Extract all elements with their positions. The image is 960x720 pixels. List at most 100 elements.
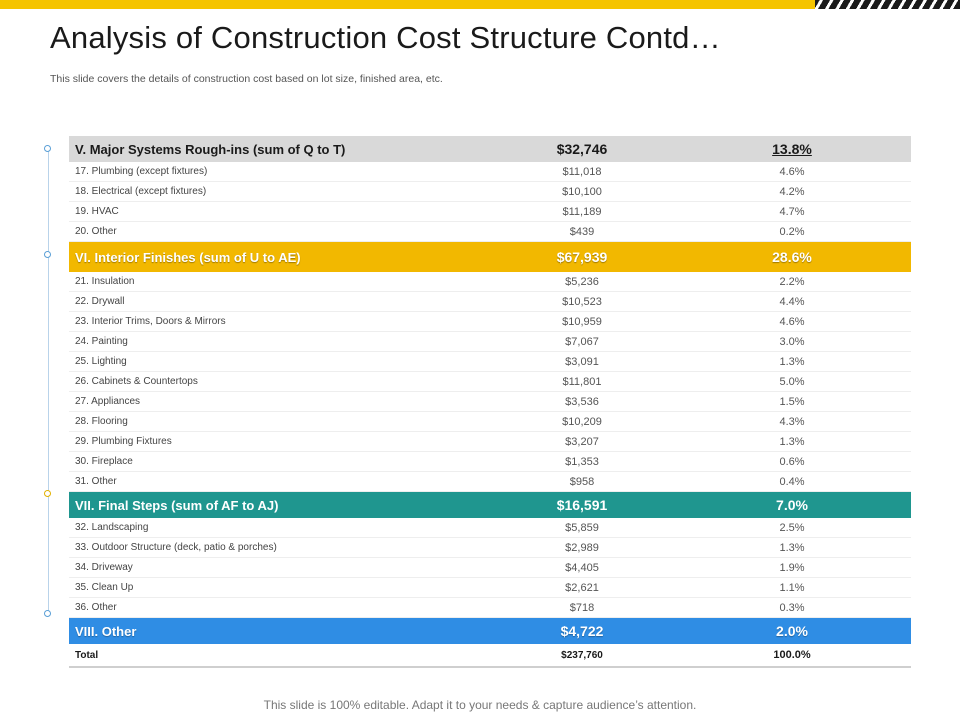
row-cost: $11,018 — [491, 162, 673, 182]
table-row: 29. Plumbing Fixtures $3,207 1.3% — [69, 431, 911, 452]
row-cost: $718 — [491, 597, 673, 618]
row-percentage: 1.3% — [673, 537, 911, 558]
table-row: 32. Landscaping $5,859 2.5% — [69, 518, 911, 538]
row-label: 33. Outdoor Structure (deck, patio & por… — [69, 537, 491, 558]
section-header-row: VIII. Other $4,722 2.0% — [69, 617, 911, 644]
row-percentage: 0.6% — [673, 451, 911, 472]
timeline-dot-icon — [44, 145, 51, 152]
row-percentage: 1.5% — [673, 391, 911, 412]
row-cost: $11,189 — [491, 201, 673, 222]
slide-title: Analysis of Construction Cost Structure … — [50, 20, 721, 55]
row-cost: $67,939 — [491, 241, 673, 272]
row-percentage: 1.1% — [673, 577, 911, 598]
row-percentage-text: 13.8% — [772, 141, 812, 157]
table-row: 28. Flooring $10,209 4.3% — [69, 411, 911, 432]
row-percentage: 4.4% — [673, 291, 911, 312]
row-cost: $5,859 — [491, 518, 673, 538]
table-row: 18. Electrical (except fixtures) $10,100 4… — [69, 181, 911, 202]
top-accent-bar — [0, 0, 960, 9]
row-percentage: 5.0% — [673, 371, 911, 392]
row-label: 24. Painting — [69, 331, 491, 352]
row-percentage: 0.3% — [673, 597, 911, 618]
table-row: 30. Fireplace $1,353 0.6% — [69, 451, 911, 472]
row-cost: $16,591 — [491, 491, 673, 518]
row-label: 35. Clean Up — [69, 577, 491, 598]
row-percentage: 4.6% — [673, 162, 911, 182]
row-cost: $3,536 — [491, 391, 673, 412]
row-cost: $439 — [491, 221, 673, 242]
section-header-row: V. Major Systems Rough-ins (sum of Q to … — [69, 136, 911, 162]
row-percentage: 13.8% — [673, 136, 911, 162]
footer-note: This slide is 100% editable. Adapt it to… — [263, 698, 697, 712]
table-row: 33. Outdoor Structure (deck, patio & por… — [69, 537, 911, 558]
row-percentage: 4.2% — [673, 181, 911, 202]
hazard-stripe-decoration — [815, 0, 960, 9]
row-cost: $3,091 — [491, 351, 673, 372]
row-label: Total — [69, 644, 491, 668]
row-label: 27. Appliances — [69, 391, 491, 412]
row-percentage: 0.4% — [673, 471, 911, 492]
row-label: 23. Interior Trims, Doors & Mirrors — [69, 311, 491, 332]
row-percentage: 100.0% — [673, 644, 911, 668]
row-cost: $10,523 — [491, 291, 673, 312]
row-cost: $2,989 — [491, 537, 673, 558]
row-label: 26. Cabinets & Countertops — [69, 371, 491, 392]
row-label: 20. Other — [69, 221, 491, 242]
row-cost: $1,353 — [491, 451, 673, 472]
row-percentage: 0.2% — [673, 221, 911, 242]
table-row: 36. Other $718 0.3% — [69, 597, 911, 618]
row-label: VIII. Other — [69, 617, 491, 644]
row-cost: $4,405 — [491, 557, 673, 578]
row-label: V. Major Systems Rough-ins (sum of Q to … — [69, 136, 491, 162]
timeline-line — [48, 148, 49, 613]
row-label: 32. Landscaping — [69, 518, 491, 538]
slide-subtitle: This slide covers the details of constru… — [50, 73, 443, 85]
row-label: 29. Plumbing Fixtures — [69, 431, 491, 452]
row-cost: $958 — [491, 471, 673, 492]
table-row: 19. HVAC $11,189 4.7% — [69, 201, 911, 222]
row-cost: $237,760 — [491, 644, 673, 668]
row-label: 30. Fireplace — [69, 451, 491, 472]
row-cost: $32,746 — [491, 136, 673, 162]
row-label: VII. Final Steps (sum of AF to AJ) — [69, 491, 491, 518]
row-label: 17. Plumbing (except fixtures) — [69, 162, 491, 182]
timeline-dot-icon — [44, 490, 51, 497]
table-row: 21. Insulation $5,236 2.2% — [69, 272, 911, 292]
table-row: 31. Other $958 0.4% — [69, 471, 911, 492]
row-label: 31. Other — [69, 471, 491, 492]
section-header-row: VI. Interior Finishes (sum of U to AE) $6… — [69, 241, 911, 272]
table-row: 20. Other $439 0.2% — [69, 221, 911, 242]
timeline-dot-icon — [44, 610, 51, 617]
row-label: 18. Electrical (except fixtures) — [69, 181, 491, 202]
row-percentage: 1.3% — [673, 431, 911, 452]
timeline-dot-icon — [44, 251, 51, 258]
row-label: 21. Insulation — [69, 272, 491, 292]
row-cost: $5,236 — [491, 272, 673, 292]
table-row: 35. Clean Up $2,621 1.1% — [69, 577, 911, 598]
table-row: 34. Driveway $4,405 1.9% — [69, 557, 911, 578]
table-row: 23. Interior Trims, Doors & Mirrors $10,9… — [69, 311, 911, 332]
table-row: 22. Drywall $10,523 4.4% — [69, 291, 911, 312]
row-percentage: 4.7% — [673, 201, 911, 222]
section-header-row: VII. Final Steps (sum of AF to AJ) $16,59… — [69, 491, 911, 518]
row-cost: $2,621 — [491, 577, 673, 598]
row-cost: $11,801 — [491, 371, 673, 392]
row-cost: $3,207 — [491, 431, 673, 452]
row-percentage: 7.0% — [673, 491, 911, 518]
row-label: 25. Lighting — [69, 351, 491, 372]
row-cost: $7,067 — [491, 331, 673, 352]
row-label: 34. Driveway — [69, 557, 491, 578]
table-row: 26. Cabinets & Countertops $11,801 5.0% — [69, 371, 911, 392]
row-percentage: 2.0% — [673, 617, 911, 644]
cost-structure-table: V. Major Systems Rough-ins (sum of Q to … — [69, 136, 911, 668]
row-percentage: 3.0% — [673, 331, 911, 352]
row-percentage: 1.3% — [673, 351, 911, 372]
table-row: 27. Appliances $3,536 1.5% — [69, 391, 911, 412]
row-label: 36. Other — [69, 597, 491, 618]
row-percentage: 4.3% — [673, 411, 911, 432]
row-label: 19. HVAC — [69, 201, 491, 222]
table-row: 17. Plumbing (except fixtures) $11,018 4.6… — [69, 162, 911, 182]
row-percentage: 2.5% — [673, 518, 911, 538]
row-label: 28. Flooring — [69, 411, 491, 432]
row-percentage: 2.2% — [673, 272, 911, 292]
